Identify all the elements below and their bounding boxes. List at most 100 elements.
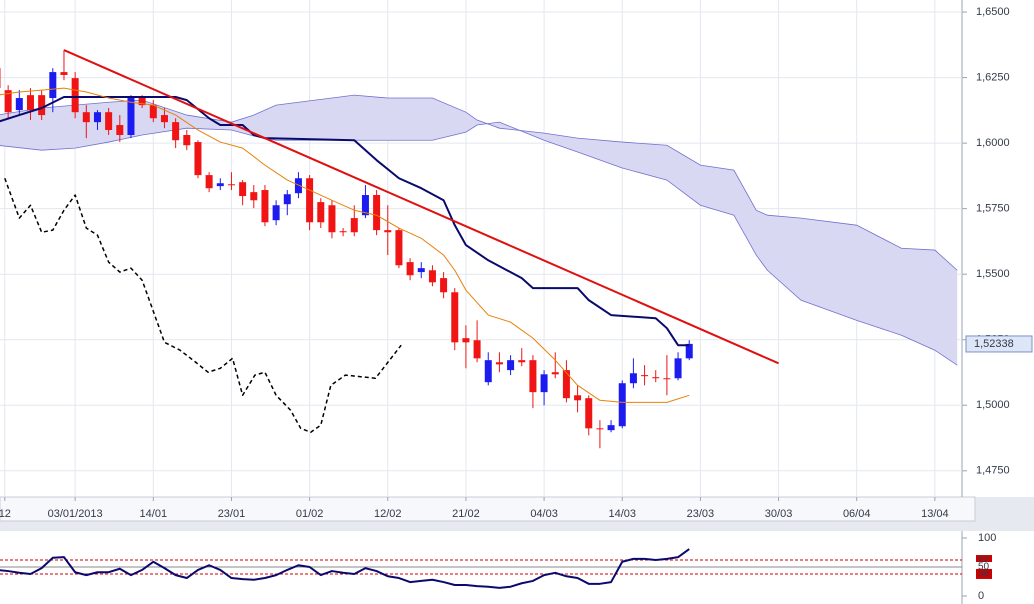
candle-body — [26, 95, 34, 111]
x-tick-label: 12 — [0, 508, 11, 520]
candle-body — [194, 142, 202, 176]
indicator-line — [0, 95, 690, 347]
candle-body — [562, 370, 570, 399]
candle-body — [652, 377, 660, 379]
candle-body — [172, 122, 180, 141]
candle-body — [406, 262, 414, 276]
y-tick-label: 1,6000 — [976, 137, 1010, 149]
candle-body — [250, 192, 258, 201]
y-tick-label: 1,5750 — [976, 203, 1010, 215]
candle-body — [607, 425, 615, 431]
candle-body — [216, 183, 224, 187]
candle-body — [205, 175, 213, 189]
last-price-label: 1,52338 — [974, 338, 1014, 350]
candle-body — [629, 373, 637, 384]
candle-body — [227, 184, 235, 186]
candle-body — [350, 218, 358, 233]
candle-body — [585, 398, 593, 429]
oscillator-plot — [0, 548, 962, 589]
candle-body — [395, 230, 403, 266]
y-tick-label: 1,6250 — [976, 71, 1010, 83]
x-tick-label: 06/04 — [843, 508, 871, 520]
candle-body — [183, 134, 191, 146]
candle-body — [663, 378, 671, 380]
cloud-edge — [0, 94, 958, 271]
y-tick-label: 0 — [978, 590, 984, 602]
candle-body — [540, 374, 548, 393]
candle-body — [339, 231, 347, 233]
candle-body — [641, 375, 649, 377]
candle-body — [428, 270, 436, 283]
x-tick-label: 04/03 — [530, 508, 558, 520]
candle-body — [294, 178, 302, 194]
candle-body — [484, 360, 492, 383]
candle-body — [49, 72, 57, 99]
candle-body — [551, 372, 559, 375]
candle-body — [105, 112, 113, 131]
candle-body — [495, 362, 503, 365]
level-label: 50 — [978, 562, 990, 573]
candle-body — [417, 268, 425, 273]
candle-body — [596, 428, 604, 430]
candle-body — [93, 112, 101, 123]
level-tag — [976, 562, 992, 572]
candle-body — [373, 195, 381, 231]
candle-body — [272, 205, 280, 221]
x-tick-label: 23/03 — [687, 508, 715, 520]
y-tick-label: 1,4750 — [976, 465, 1010, 477]
candle-body — [674, 358, 682, 379]
x-tick-label: 03/01/2013 — [48, 508, 103, 520]
level-tag — [976, 555, 992, 566]
y-tick-label: 1,6500 — [976, 6, 1010, 18]
last-price-tag — [965, 335, 1033, 353]
x-tick-label: 23/01 — [218, 508, 246, 520]
oscillator-axis-area — [962, 531, 1034, 604]
level-label: 62 — [978, 555, 990, 566]
indicator-line — [4, 177, 402, 434]
candle-body — [507, 360, 515, 371]
cloud-edge — [0, 121, 958, 366]
candle-body — [82, 112, 90, 123]
candle-body — [306, 178, 314, 223]
candle-body — [71, 78, 79, 113]
candle-body — [127, 98, 135, 135]
y-tick-label: 100 — [978, 532, 996, 544]
x-tick-label: 01/02 — [296, 508, 324, 520]
x-tick-label: 30/03 — [765, 508, 793, 520]
candle-body — [261, 190, 269, 223]
candle-body — [4, 90, 12, 113]
candle-body — [317, 202, 325, 223]
candle-body — [160, 115, 168, 123]
indicator-line — [0, 87, 690, 403]
x-tick-label: 21/02 — [452, 508, 480, 520]
candle-body — [328, 205, 336, 233]
axes: 1,47501,50001,52501,55001,57501,60001,62… — [0, 6, 1033, 602]
candle-body — [518, 360, 526, 363]
candle-body — [361, 195, 369, 216]
x-axis-area — [0, 496, 976, 522]
candle-body — [618, 383, 626, 427]
candle-body — [574, 395, 582, 401]
candle-body — [283, 194, 291, 205]
candle-body — [116, 125, 124, 135]
x-tick-label: 14/01 — [140, 508, 168, 520]
candle-body — [529, 360, 537, 393]
x-tick-label: 13/04 — [921, 508, 949, 520]
candle-body — [239, 182, 247, 197]
candle-body — [462, 338, 470, 343]
indicator-line — [63, 49, 779, 365]
candle-body — [149, 105, 157, 119]
x-tick-label: 12/02 — [374, 508, 402, 520]
candle-body — [440, 278, 448, 293]
candle-body — [685, 343, 693, 359]
candle-body — [473, 340, 481, 359]
level-tag — [976, 568, 992, 579]
candle-body — [384, 230, 392, 233]
y-tick-label: 1,5000 — [976, 399, 1010, 411]
candle-body — [15, 98, 23, 111]
oscillator-line — [0, 548, 690, 589]
candle-body — [138, 98, 146, 106]
x-tick-label: 14/03 — [608, 508, 636, 520]
candle-body — [38, 95, 46, 116]
